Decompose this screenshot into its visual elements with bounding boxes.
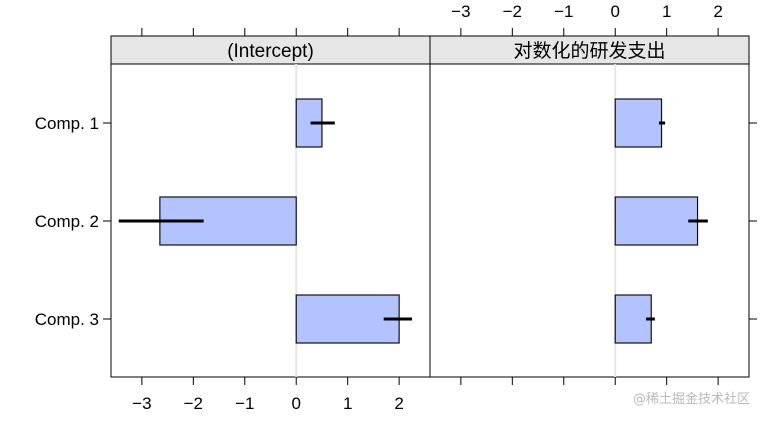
x-tick-label-top: 1 <box>662 2 671 21</box>
panel-strip-2 <box>429 35 750 65</box>
x-tick-label-bottom: 0 <box>291 394 300 413</box>
panel-strip-1 <box>110 35 431 65</box>
x-tick-label-bottom: 1 <box>343 394 352 413</box>
x-tick-label-bottom: 2 <box>394 394 403 413</box>
bar-panel2-comp3 <box>614 294 652 344</box>
x-tick-label-top: −2 <box>503 2 522 21</box>
bar-panel2-comp1 <box>614 98 663 148</box>
x-tick-label-top: −1 <box>554 2 573 21</box>
x-tick-label-top: −3 <box>451 2 470 21</box>
bar-panel1-comp3 <box>295 294 400 344</box>
panel-title-2: 对数化的研发支出 <box>513 40 665 62</box>
category-label: Comp. 1 <box>35 114 99 133</box>
x-tick-label-top: 0 <box>610 2 619 21</box>
x-tick-label-bottom: −1 <box>235 394 254 413</box>
watermark-text: @稀土掘金技术社区 <box>632 392 750 407</box>
x-tick-label-bottom: −3 <box>132 394 151 413</box>
x-tick-label-bottom: −2 <box>184 394 203 413</box>
category-label: Comp. 2 <box>35 212 99 231</box>
bar-panel2-comp2 <box>614 196 699 246</box>
category-label: Comp. 3 <box>35 310 99 329</box>
x-tick-label-top: 2 <box>713 2 722 21</box>
panel-title-1: (Intercept) <box>227 41 314 62</box>
